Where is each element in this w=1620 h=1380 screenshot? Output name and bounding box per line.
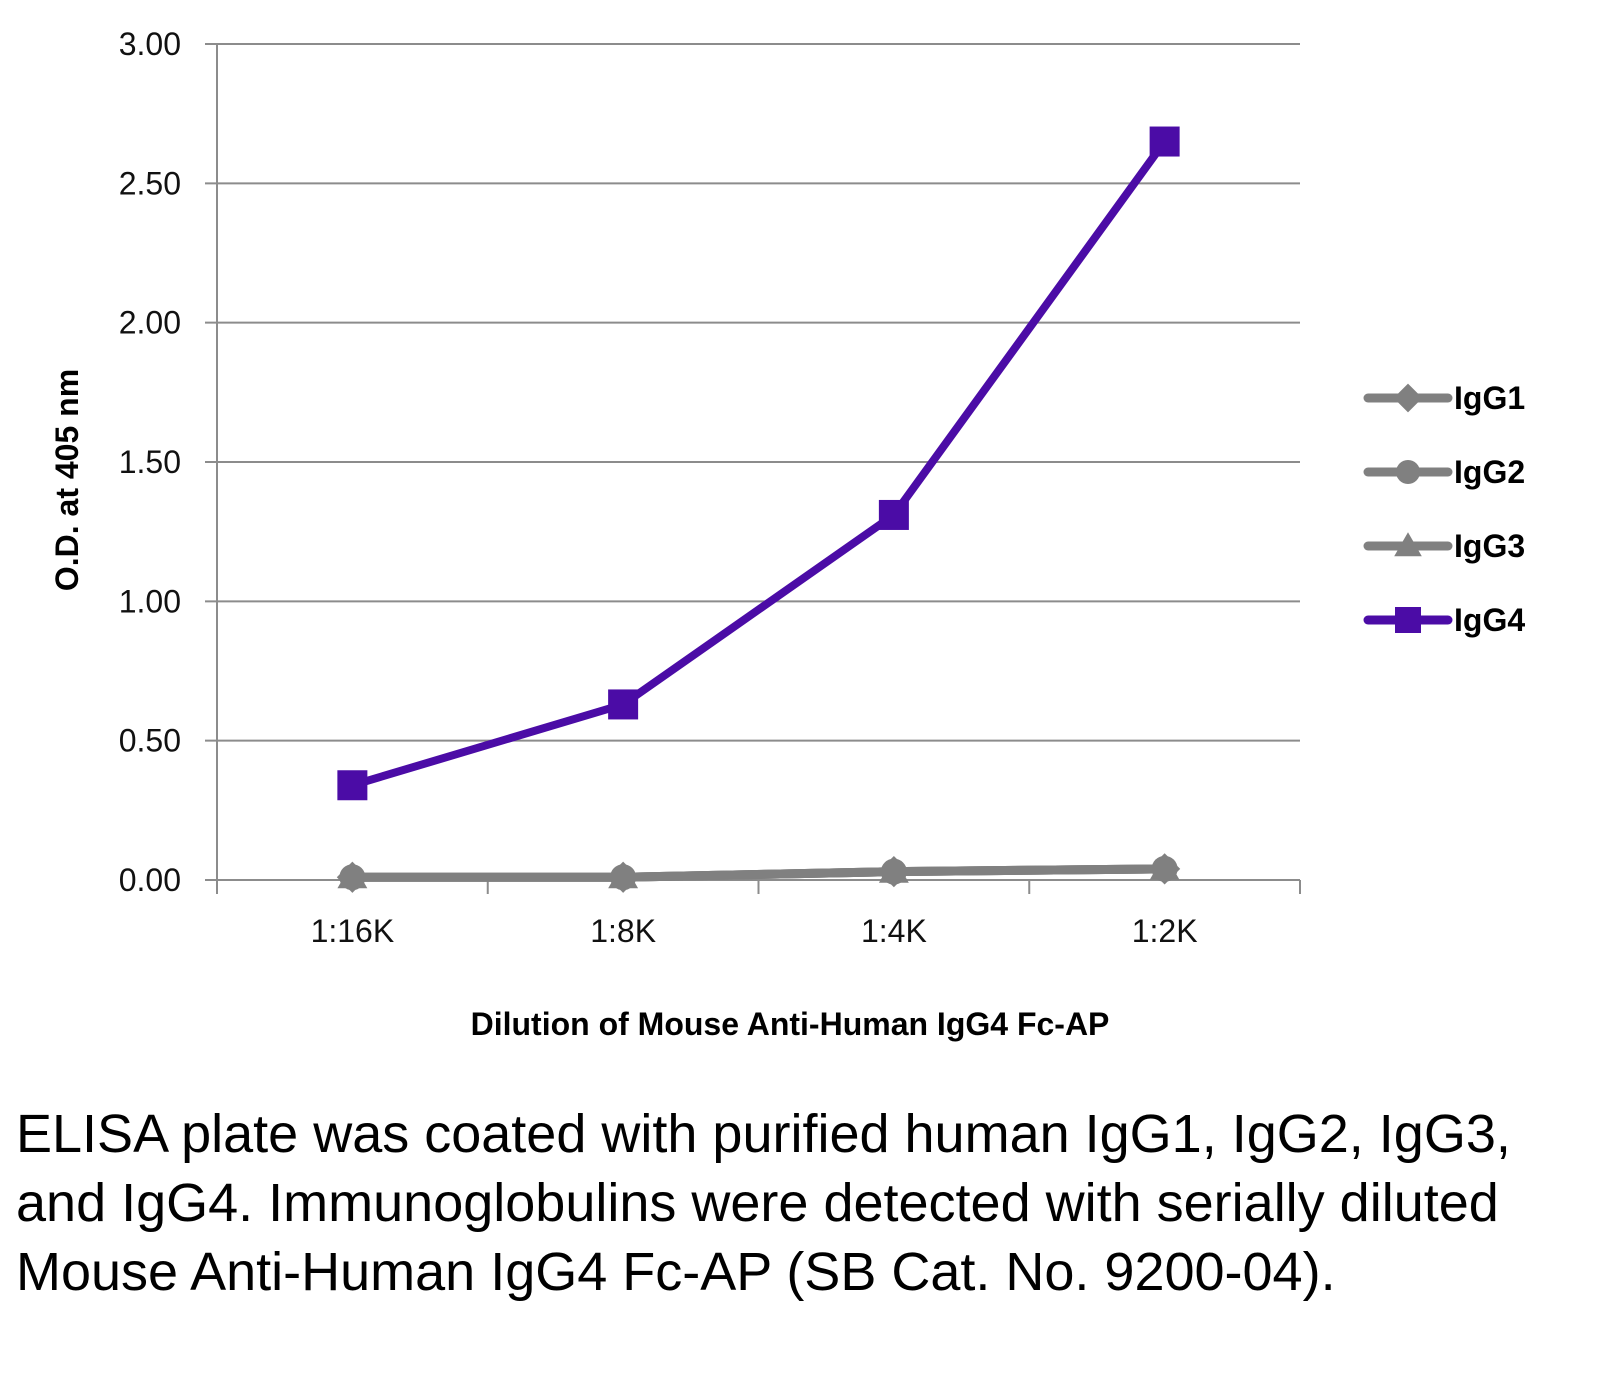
legend-marker-square: [1395, 607, 1421, 633]
y-axis-title: O.D. at 405 nm: [49, 369, 85, 591]
y-tick-label: 2.50: [119, 165, 181, 201]
y-tick-label: 0.50: [119, 723, 181, 759]
legend-item-igg2: IgG2: [1363, 454, 1525, 490]
legend-label: IgG3: [1454, 528, 1525, 564]
legend-marker-triangle: [1394, 532, 1422, 557]
legend: IgG1 IgG2 IgG3 IgG4: [1363, 380, 1525, 638]
elisa-line-chart: 0.00 0.50 1.00 1.50 2.00 2.50 3.00 1:16K 1:8K 1:4…: [49, 26, 1525, 1042]
data-point-igg4: [1149, 126, 1180, 157]
figure-caption: ELISA plate was coated with purified hum…: [16, 1104, 1511, 1302]
x-tick-label: 1:8K: [590, 913, 656, 949]
legend-label: IgG4: [1454, 602, 1525, 638]
x-axis-title: Dilution of Mouse Anti-Human IgG4 Fc-AP: [471, 1006, 1110, 1042]
data-point-igg3: [337, 862, 368, 889]
y-tick-label: 3.00: [119, 26, 181, 62]
legend-item-igg1: IgG1: [1363, 380, 1525, 416]
legend-marker-diamond: [1393, 383, 1423, 413]
x-tick-label: 1:4K: [861, 913, 927, 949]
series-line-igg3: [347, 864, 1170, 882]
legend-item-igg3: IgG3: [1363, 528, 1525, 564]
legend-label: IgG1: [1454, 380, 1525, 416]
data-point-igg3: [1149, 853, 1180, 880]
data-point-igg4: [878, 499, 909, 530]
y-tick-label: 0.00: [119, 862, 181, 898]
y-tick-label: 1.50: [119, 444, 181, 480]
data-point-igg3: [878, 856, 909, 883]
data-point-igg4: [337, 770, 368, 801]
legend-label: IgG2: [1454, 454, 1525, 490]
series-line-igg4: [348, 137, 1169, 790]
x-tick-label: 1:16K: [311, 913, 395, 949]
data-point-igg4: [608, 689, 639, 720]
legend-item-igg4: IgG4: [1363, 602, 1525, 638]
y-tick-label: 2.00: [119, 305, 181, 341]
y-tick-label: 1.00: [119, 583, 181, 619]
x-tick-label: 1:2K: [1132, 913, 1198, 949]
data-point-igg3: [608, 862, 639, 889]
legend-marker-circle: [1396, 460, 1420, 484]
